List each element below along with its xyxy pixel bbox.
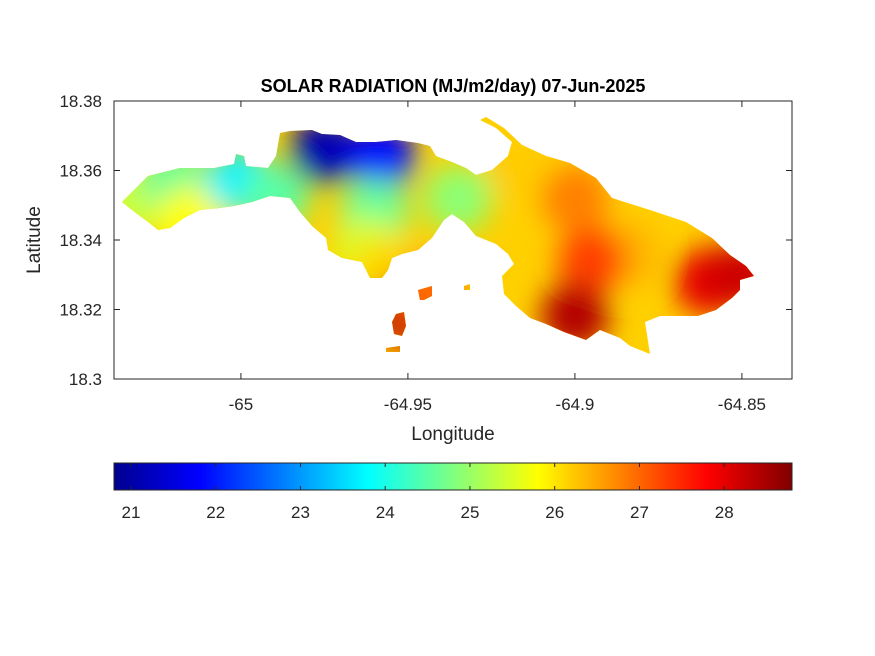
chart-title: SOLAR RADIATION (MJ/m2/day) 07-Jun-2025 [261,76,646,96]
y-tick-label: 18.32 [59,301,102,320]
colorbar-tick-label: 26 [545,503,564,522]
colorbar-tick-label: 28 [715,503,734,522]
colorbar-tick-label: 24 [376,503,395,522]
colorbar-tick-label: 23 [291,503,310,522]
x-axis-label: Longitude [411,424,494,445]
y-tick-label: 18.34 [59,231,102,250]
field-region-19 [707,240,754,309]
field-region-16 [557,226,626,295]
x-tick-label: -64.9 [556,395,595,414]
x-tick-label: -64.95 [384,395,432,414]
colorbar-tick-label: 21 [121,503,140,522]
colorbar-ticks: 21 22 23 24 25 26 27 28 [121,463,734,522]
colorbar-gradient [113,462,793,491]
y-tick-label: 18.38 [59,92,102,111]
colorbar-tick-label: 22 [206,503,225,522]
colorbar-tick-label: 25 [460,503,479,522]
y-tick-label: 18.3 [69,370,102,389]
x-tick-label: -65 [229,395,254,414]
y-axis-label: Latitude [24,206,45,274]
y-tick-label: 18.36 [59,162,102,181]
x-axis: -65 -64.95 -64.9 -64.85 [229,101,766,414]
colorbar: 21 22 23 24 25 26 27 28 [113,462,793,522]
y-axis: 18.3 18.32 18.34 18.36 18.38 [59,92,792,389]
field-region-10 [424,164,492,233]
colorbar-tick-label: 27 [630,503,649,522]
x-tick-label: -64.85 [718,395,766,414]
field-region-14 [540,164,609,233]
